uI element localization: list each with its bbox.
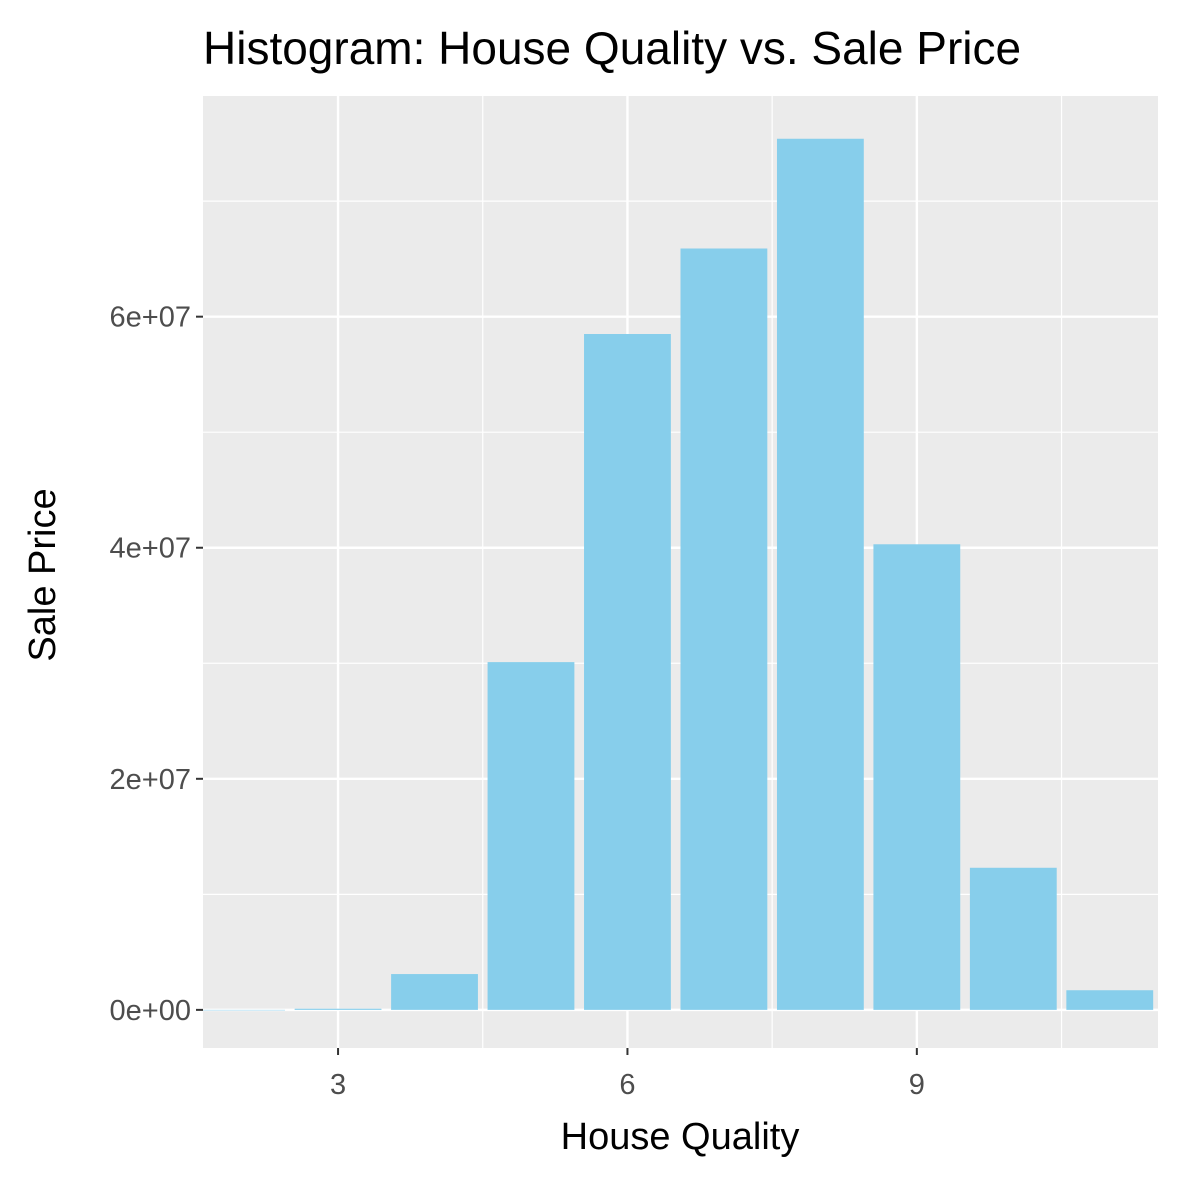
bars <box>198 138 1154 1011</box>
bar-quality-2 <box>198 1009 285 1011</box>
bar-quality-11 <box>1066 990 1154 1010</box>
bar-quality-6 <box>584 334 671 1010</box>
y-axis-title: Sale Price <box>22 488 64 661</box>
x-axis-title: House Quality <box>561 1116 800 1158</box>
bar-quality-9 <box>873 544 961 1010</box>
x-tick-label: 9 <box>909 1069 925 1101</box>
bar-quality-8 <box>776 138 864 1010</box>
x-tick-label: 6 <box>619 1069 635 1101</box>
bar-quality-4 <box>391 974 478 1010</box>
y-tick-label: 0e+00 <box>110 995 191 1027</box>
bar-quality-3 <box>294 1008 382 1010</box>
chart-title: Histogram: House Quality vs. Sale Price <box>203 22 1021 74</box>
x-tick-label: 3 <box>330 1069 346 1101</box>
y-axis: 0e+00 2e+07 4e+07 6e+07 <box>110 302 203 1027</box>
x-axis: 3 6 9 <box>330 1048 925 1101</box>
y-tick-label: 6e+07 <box>110 302 191 334</box>
bar-quality-10 <box>969 867 1057 1010</box>
y-tick-label: 2e+07 <box>110 764 191 796</box>
bar-quality-7 <box>680 248 768 1010</box>
y-tick-label: 4e+07 <box>110 533 191 565</box>
bar-quality-5 <box>487 662 575 1010</box>
